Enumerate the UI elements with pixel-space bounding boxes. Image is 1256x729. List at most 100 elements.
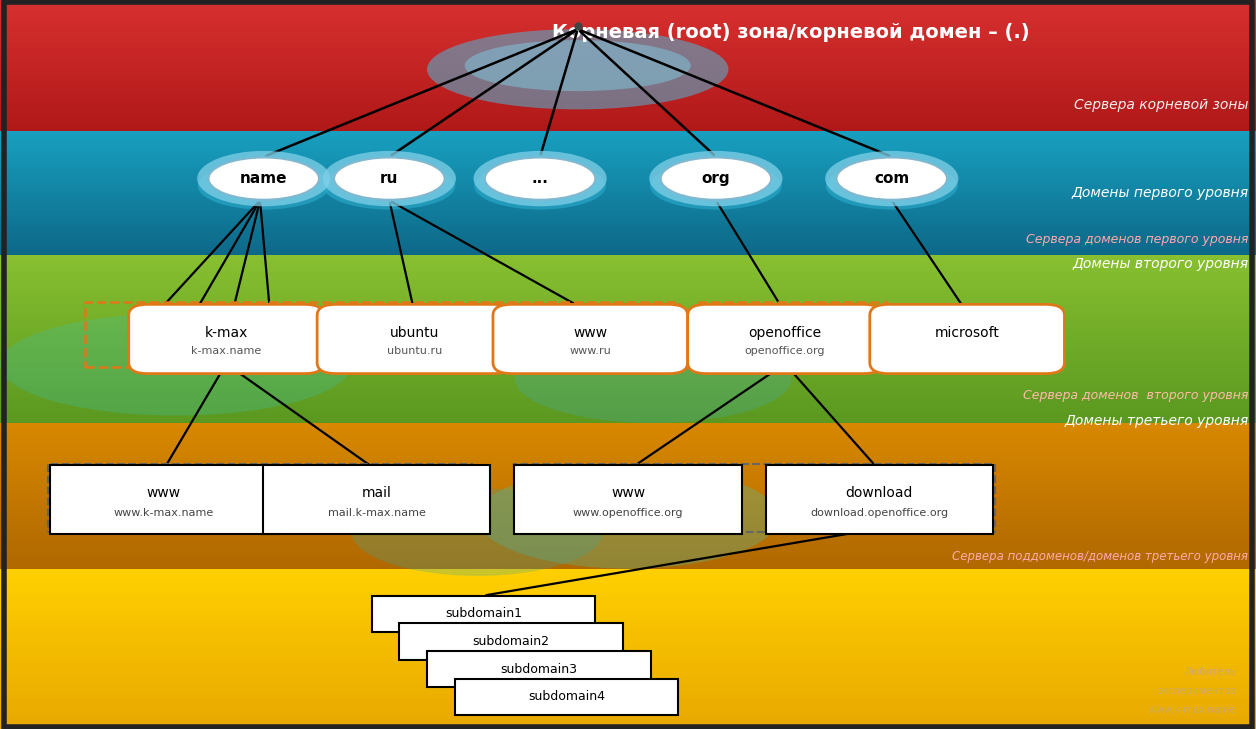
Bar	[0, 547, 1256, 549]
Bar	[0, 241, 1256, 243]
Bar	[0, 628, 1256, 630]
Text: mail.k-max.name: mail.k-max.name	[328, 508, 426, 518]
Bar	[0, 566, 1256, 569]
Bar	[0, 598, 1256, 601]
Ellipse shape	[664, 168, 767, 199]
Bar	[0, 112, 1256, 114]
Bar	[0, 87, 1256, 90]
Text: subdomain4: subdomain4	[528, 690, 605, 703]
Bar	[0, 539, 1256, 542]
Bar	[0, 467, 1256, 469]
Bar	[0, 136, 1256, 138]
Bar	[0, 275, 1256, 278]
Bar	[0, 305, 1256, 308]
Bar	[0, 7, 1256, 9]
Bar	[0, 218, 1256, 220]
Bar	[0, 447, 1256, 450]
Bar	[0, 37, 1256, 39]
Bar	[0, 596, 1256, 598]
Bar	[0, 28, 1256, 31]
Bar	[0, 625, 1256, 628]
Bar	[0, 74, 1256, 77]
Bar	[0, 26, 1256, 28]
Bar	[0, 356, 1256, 359]
Bar	[0, 253, 1256, 255]
Bar	[0, 705, 1256, 708]
Bar	[0, 216, 1256, 218]
Bar	[0, 461, 1256, 464]
Bar	[0, 44, 1256, 46]
Bar	[0, 48, 1256, 50]
Bar	[0, 392, 1256, 395]
Bar	[0, 11, 1256, 13]
Ellipse shape	[323, 151, 456, 206]
Text: subdomain2: subdomain2	[472, 635, 550, 648]
Bar	[0, 286, 1256, 289]
Bar	[0, 452, 1256, 454]
Bar	[0, 636, 1256, 638]
Bar	[0, 534, 1256, 537]
Bar	[0, 189, 1256, 191]
Bar	[0, 31, 1256, 33]
Bar	[0, 247, 1256, 249]
Bar	[0, 440, 1256, 443]
Bar	[0, 574, 1256, 577]
Bar	[0, 604, 1256, 606]
Bar	[0, 336, 1256, 339]
Bar	[0, 57, 1256, 59]
Text: openoffice: openoffice	[749, 326, 821, 340]
Bar	[0, 649, 1256, 652]
Bar	[0, 311, 1256, 313]
Bar	[0, 689, 1256, 692]
Bar	[0, 523, 1256, 525]
Bar	[0, 443, 1256, 445]
Ellipse shape	[465, 40, 691, 91]
Ellipse shape	[427, 29, 728, 109]
Bar	[0, 622, 1256, 625]
Bar	[0, 203, 1256, 206]
Bar	[0, 15, 1256, 17]
Bar	[0, 325, 1256, 328]
Bar	[0, 235, 1256, 236]
Bar	[0, 580, 1256, 582]
Bar	[0, 303, 1256, 305]
FancyBboxPatch shape	[427, 651, 651, 687]
Text: Сервера доменов  второго уровня: Сервера доменов второго уровня	[1024, 389, 1248, 402]
Bar	[0, 512, 1256, 515]
Bar	[0, 457, 1256, 459]
FancyBboxPatch shape	[492, 305, 687, 373]
Bar	[0, 494, 1256, 496]
Text: Сервера корневой зоны: Сервера корневой зоны	[1074, 98, 1248, 112]
Bar	[0, 545, 1256, 547]
Bar	[0, 708, 1256, 710]
FancyBboxPatch shape	[50, 465, 276, 534]
Bar	[0, 141, 1256, 144]
FancyBboxPatch shape	[455, 679, 678, 715]
FancyBboxPatch shape	[869, 305, 1064, 373]
Bar	[0, 590, 1256, 593]
Bar	[0, 163, 1256, 164]
Ellipse shape	[651, 162, 781, 210]
Bar	[0, 160, 1256, 163]
Bar	[0, 518, 1256, 520]
Ellipse shape	[474, 162, 605, 210]
Bar	[0, 68, 1256, 70]
Bar	[0, 549, 1256, 552]
Bar	[0, 238, 1256, 241]
Bar	[0, 437, 1256, 440]
Bar	[0, 50, 1256, 52]
Bar	[0, 154, 1256, 156]
Bar	[0, 266, 1256, 269]
Bar	[0, 716, 1256, 718]
Bar	[0, 472, 1256, 474]
Bar	[0, 114, 1256, 116]
Text: k-max.name: k-max.name	[191, 346, 261, 356]
Bar	[0, 39, 1256, 42]
Bar	[0, 417, 1256, 420]
Bar	[0, 214, 1256, 216]
Bar	[0, 17, 1256, 20]
Bar	[0, 176, 1256, 179]
Bar	[0, 700, 1256, 702]
Bar	[0, 350, 1256, 353]
Bar	[0, 464, 1256, 467]
